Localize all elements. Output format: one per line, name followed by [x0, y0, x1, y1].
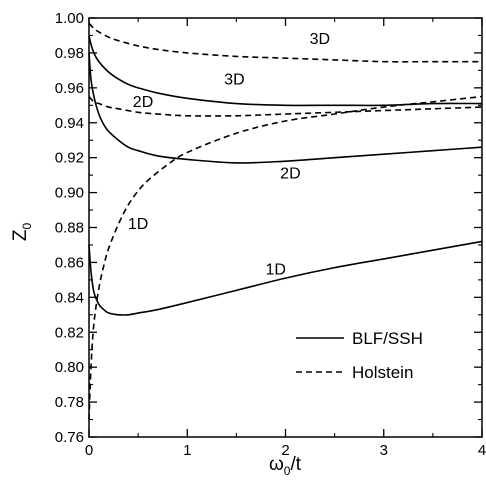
x-tick-label: 3	[380, 442, 388, 459]
y-tick-label: 0.94	[55, 115, 84, 132]
tick-labels: 0 1 2 3 4 0.76 0.78 0.80 0.82 0.84 0.86 0.88 0.90 0.9…	[55, 10, 486, 459]
dimension-annotation: 1D	[128, 216, 148, 233]
y-tick-label: 0.76	[55, 429, 84, 446]
dimension-annotation: 2D	[133, 94, 153, 111]
x-axis-label: ω0/t	[269, 454, 302, 478]
dimension-annotation: 3D	[310, 31, 330, 48]
x-tick-label: 1	[183, 442, 191, 459]
y-tick-label: 1.00	[55, 10, 84, 27]
y-tick-label: 0.84	[55, 289, 84, 306]
holstein-2d-curve	[88, 96, 483, 117]
y-axis-label: Z0	[10, 223, 34, 242]
y-tick-label: 0.82	[55, 324, 84, 341]
y-tick-label: 0.78	[55, 394, 84, 411]
holstein-3d-curve	[88, 22, 482, 63]
holstein-1d-curve	[88, 95, 483, 420]
legend-label: Holstein	[352, 363, 413, 382]
legend-label: BLF/SSH	[352, 329, 423, 348]
dimension-annotation: 2D	[280, 166, 300, 183]
ticks	[88, 17, 483, 438]
blf-ssh-2d-curve	[88, 52, 483, 164]
series-lines	[88, 22, 483, 420]
y-tick-label: 0.88	[55, 220, 84, 237]
blf-ssh-3d-curve	[88, 35, 483, 107]
y-tick-label: 0.98	[55, 45, 84, 62]
svg-text:Z0: Z0	[10, 223, 34, 242]
blf-ssh-1d-curve	[88, 240, 483, 316]
dimension-annotation: 3D	[224, 71, 244, 88]
x-tick-label: 0	[85, 442, 93, 459]
y-tick-label: 0.96	[55, 80, 84, 97]
svg-text:ω0/t: ω0/t	[269, 454, 302, 478]
legend: BLF/SSH Holstein	[296, 329, 423, 382]
y-tick-label: 0.80	[55, 359, 84, 376]
annotations: 3D 3D 2D 2D 1D 1D	[128, 31, 330, 278]
dimension-annotation: 1D	[265, 262, 285, 279]
x-tick-label: 4	[478, 442, 486, 459]
x-tick-label: 2	[281, 442, 289, 459]
y-tick-label: 0.90	[55, 185, 84, 202]
y-tick-label: 0.86	[55, 254, 84, 271]
y-tick-label: 0.92	[55, 150, 84, 167]
